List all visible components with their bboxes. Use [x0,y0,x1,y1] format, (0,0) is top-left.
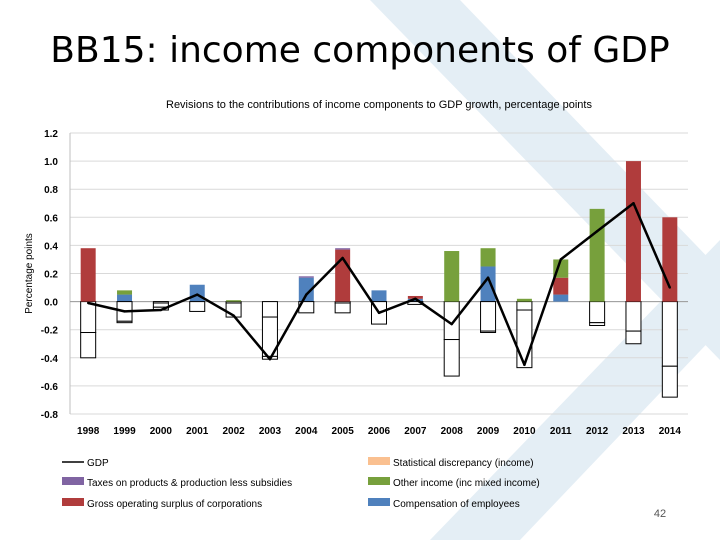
x-tick-label: 1999 [113,426,136,437]
x-tick-label: 2000 [150,426,173,437]
x-tick-label: 2010 [513,426,536,437]
gdp-point [232,314,235,317]
gdp-point [305,293,308,296]
bar-segment [444,251,460,302]
bar-segment [480,330,497,334]
x-tick-label: 2001 [186,426,209,437]
gdp-point [123,310,126,313]
chart-title: Revisions to the contributions of income… [166,99,592,111]
legend-label: Statistical discrepancy (income) [393,458,534,469]
legend-swatch [368,498,390,506]
bar-segment [661,301,678,367]
bar-segment [625,301,642,332]
legend-swatch [368,477,390,485]
gdp-point [632,202,635,205]
gdp-point [159,308,163,312]
legend-label: Other income (inc mixed income) [393,478,540,489]
x-tick-label: 2002 [222,426,245,437]
gdp-point [486,276,490,279]
gdp-point [559,258,562,261]
bar-segment [589,322,606,326]
x-tick-label: 2003 [259,426,282,437]
bar-segment [589,301,606,324]
bar-segment [80,332,97,359]
y-axis-label: Percentage points [24,233,35,314]
bar-segment [589,208,605,302]
bar-segment [117,294,133,302]
bar-segment [625,161,641,302]
legend-swatch [62,498,84,506]
x-tick-label: 2006 [368,426,391,437]
bar-segment [480,248,496,267]
page-number: 42 [653,508,667,520]
x-tick-label: 2014 [659,426,682,437]
gdp-point [341,256,344,260]
bar-segment [553,294,569,302]
bar-segment [298,276,314,278]
x-tick-label: 2005 [332,426,355,437]
legend-label: Gross operating surplus of corporations [87,499,262,510]
y-tick-label: -0.8 [41,410,59,421]
bar-segment [443,339,460,377]
bar-segment [662,217,678,302]
x-tick-label: 2007 [404,426,427,437]
bar-segment [261,301,278,318]
bar-segment [625,330,642,345]
legend-swatch [368,457,390,465]
bar-segment [226,300,242,302]
bar-segment [407,295,423,299]
gdp-point [196,293,199,296]
bar-segment [116,320,133,324]
bar-segment [480,301,497,332]
bar-segment [334,302,351,314]
bar-segment [335,248,351,250]
legend-label: Compensation of employees [393,499,520,510]
gdp-point [377,311,381,315]
legend-label: Taxes on products & production less subs… [87,478,292,489]
x-tick-label: 2008 [441,426,464,437]
gdp-point [86,301,90,305]
bar-segment [189,301,206,312]
gdp-line [87,202,671,367]
gdp-point [450,322,453,326]
y-tick-label: 0.6 [44,213,58,224]
gdp-point [414,297,417,300]
y-tick-label: 0.0 [44,298,58,309]
legend-swatch [62,477,84,485]
x-tick-label: 2013 [622,426,645,437]
bar-segment [516,298,532,302]
bar-segment [117,290,133,295]
x-tick-label: 2009 [477,426,500,437]
x-tick-label: 1998 [77,426,100,437]
slide-title: BB15: income components of GDP [50,30,670,71]
x-tick-label: 2004 [295,426,318,437]
gdp-point [595,230,599,233]
bar-segment [80,301,97,334]
bar-segment [298,277,314,302]
y-tick-label: -0.4 [41,354,59,365]
y-tick-label: 1.0 [44,157,58,168]
bar-segment [480,266,496,302]
y-tick-label: 0.4 [44,241,58,252]
x-tick-label: 2011 [550,426,572,437]
y-tick-label: -0.2 [41,326,59,337]
bar-segment [661,365,678,398]
gdp-point [668,286,672,289]
bar-segment [516,309,533,369]
bar-segment [516,301,533,311]
bar-segment [80,248,96,302]
bar-segment [553,277,569,295]
y-tick-label: -0.6 [41,382,59,393]
gdp-point [268,358,272,361]
x-tick-label: 2012 [586,426,609,437]
legend-label: GDP [87,458,109,469]
y-tick-label: 1.2 [44,129,58,140]
y-tick-label: 0.8 [44,185,58,196]
watermark-chevron-shape [430,240,720,540]
bar-segment [371,290,387,302]
gdp-point [523,363,526,367]
y-tick-label: 0.2 [44,270,58,281]
